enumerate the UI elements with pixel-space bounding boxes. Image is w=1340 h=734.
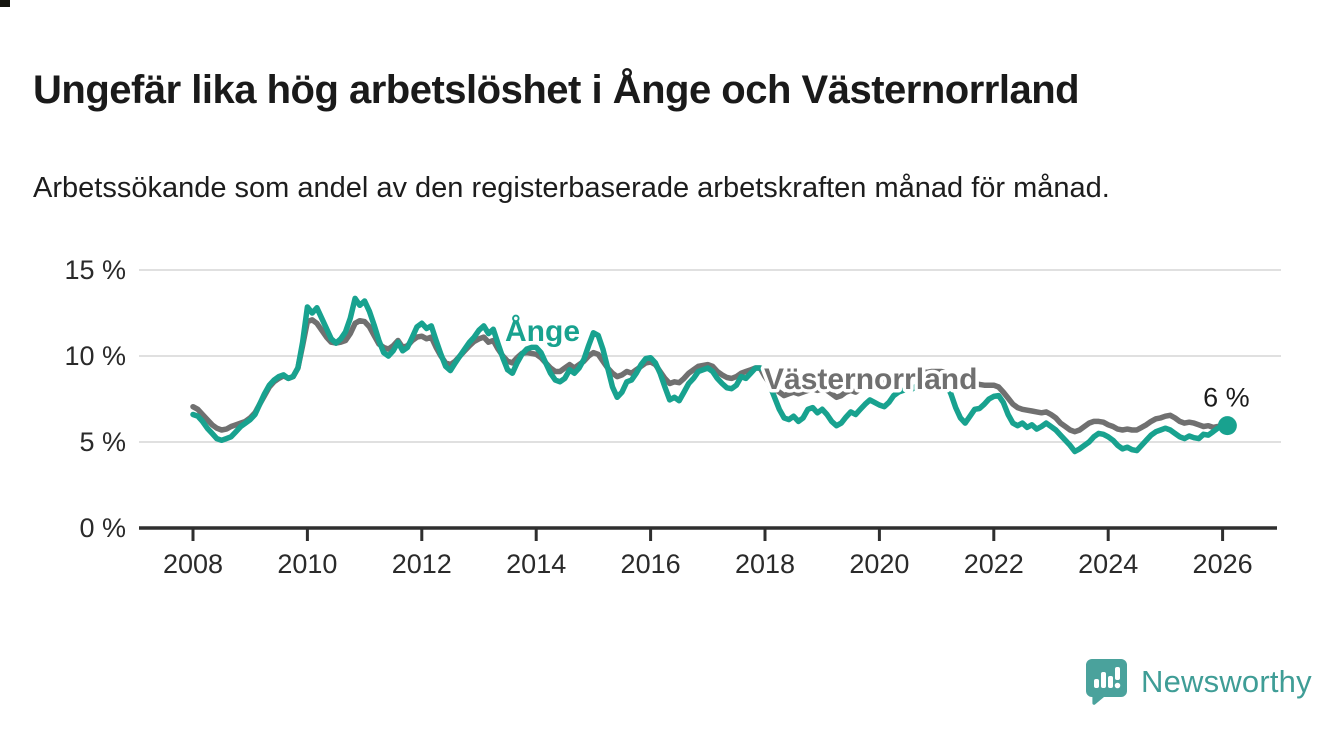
x-axis-label-2016: 2016 [621, 549, 681, 579]
y-axis-label-15: 15 % [64, 255, 126, 285]
x-axis-label-2026: 2026 [1193, 549, 1253, 579]
chart-y-axis-labels: 0 % 5 % 10 % 15 % [64, 255, 126, 543]
newsworthy-logo-text: Newsworthy [1141, 663, 1312, 699]
y-axis-label-5: 5 % [79, 427, 126, 457]
screen-corner-artifact [0, 0, 10, 7]
x-axis-label-2008: 2008 [163, 549, 223, 579]
end-value-label: 6 % [1203, 383, 1250, 413]
x-axis-label-2010: 2010 [277, 549, 337, 579]
series-label-vasternorrland: Västernorrland [764, 363, 977, 396]
chart-x-axis: 2008 2010 2012 2014 2016 2018 2020 2022 2024 2026 [139, 526, 1277, 579]
y-axis-label-0: 0 % [79, 513, 126, 543]
chart-series-lines [190, 295, 1231, 455]
y-axis-label-10: 10 % [64, 341, 126, 371]
chart-end-dot [1217, 416, 1237, 436]
page-title: Ungefär lika hög arbetslöshet i Ånge och… [33, 67, 1080, 112]
series-label-ange: Ånge [505, 315, 580, 348]
x-axis-label-2024: 2024 [1078, 549, 1138, 579]
bar-chart-speech-bubble-icon [1086, 659, 1127, 705]
page-subtitle: Arbetssökande som andel av den registerb… [33, 172, 1110, 204]
chart-gridlines [139, 269, 1281, 443]
newsworthy-logo: Newsworthy [1085, 658, 1312, 705]
x-axis-label-2012: 2012 [392, 549, 452, 579]
x-axis-label-2022: 2022 [964, 549, 1024, 579]
x-axis-label-2014: 2014 [506, 549, 566, 579]
line-ånge [190, 295, 1231, 455]
latest-value-dot [1217, 416, 1237, 436]
x-axis-label-2018: 2018 [735, 549, 795, 579]
line-västernorrland [190, 317, 1231, 435]
x-axis-label-2020: 2020 [849, 549, 909, 579]
